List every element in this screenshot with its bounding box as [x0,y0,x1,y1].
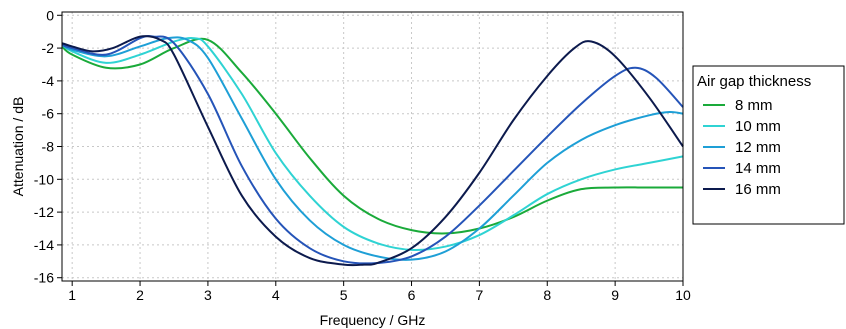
legend: Air gap thickness 8 mm 10 mm 12 mm 14 mm 16 … [692,65,845,225]
y-axis-title: Attenuation / dB [10,97,26,197]
legend-entry-label: 8 mm [735,97,773,114]
x-tick-label: 3 [204,287,212,303]
y-tick-label: -4 [42,73,55,89]
series-line-12-mm [61,36,684,261]
x-tick-label: 5 [340,287,348,303]
x-tick-label: 6 [408,287,416,303]
legend-entry-label: 12 mm [735,139,781,156]
y-tick-label: -6 [42,106,55,122]
x-tick-label: 7 [475,287,483,303]
x-tick-label: 1 [68,287,76,303]
legend-entry-label: 10 mm [735,118,781,135]
series-line-14-mm [61,34,684,265]
legend-title: Air gap thickness [697,73,811,90]
legend-entry-label: 14 mm [735,160,781,177]
y-tick-label: 0 [46,7,54,23]
x-tick-label: 2 [136,287,144,303]
series-line-8-mm [61,37,683,235]
y-tick-label: -16 [34,270,54,286]
x-tick-label: 10 [675,287,691,303]
series-lines [61,34,684,267]
x-tick-label: 8 [543,287,551,303]
legend-box [692,65,845,225]
series-line-10-mm [61,37,684,251]
x-tick-label: 9 [611,287,619,303]
grid [62,12,684,281]
y-tick-label: -8 [42,139,55,155]
y-axis-ticks: 0 -2 -4 -6 -8 -10 -12 -14 -16 [34,7,62,286]
series-line-16-mm [61,35,684,267]
y-tick-label: -2 [42,40,55,56]
x-axis-title: Frequency / GHz [320,312,426,328]
x-tick-label: 4 [272,287,280,303]
y-tick-label: -12 [34,204,54,220]
legend-entry-label: 16 mm [735,181,781,198]
x-axis-ticks: 1 2 3 4 5 6 7 8 9 10 [68,281,691,303]
y-tick-label: -10 [34,171,54,187]
y-tick-label: -14 [34,237,54,253]
